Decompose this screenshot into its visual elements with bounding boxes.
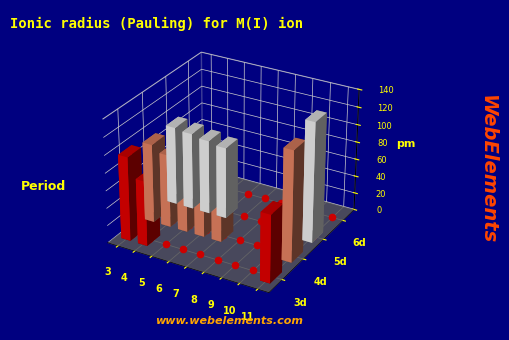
Text: www.webelements.com: www.webelements.com [155,317,303,326]
Text: Period: Period [20,181,66,193]
Text: Ionic radius (Pauling) for M(I) ion: Ionic radius (Pauling) for M(I) ion [10,17,303,31]
Text: WebElements: WebElements [477,96,496,244]
